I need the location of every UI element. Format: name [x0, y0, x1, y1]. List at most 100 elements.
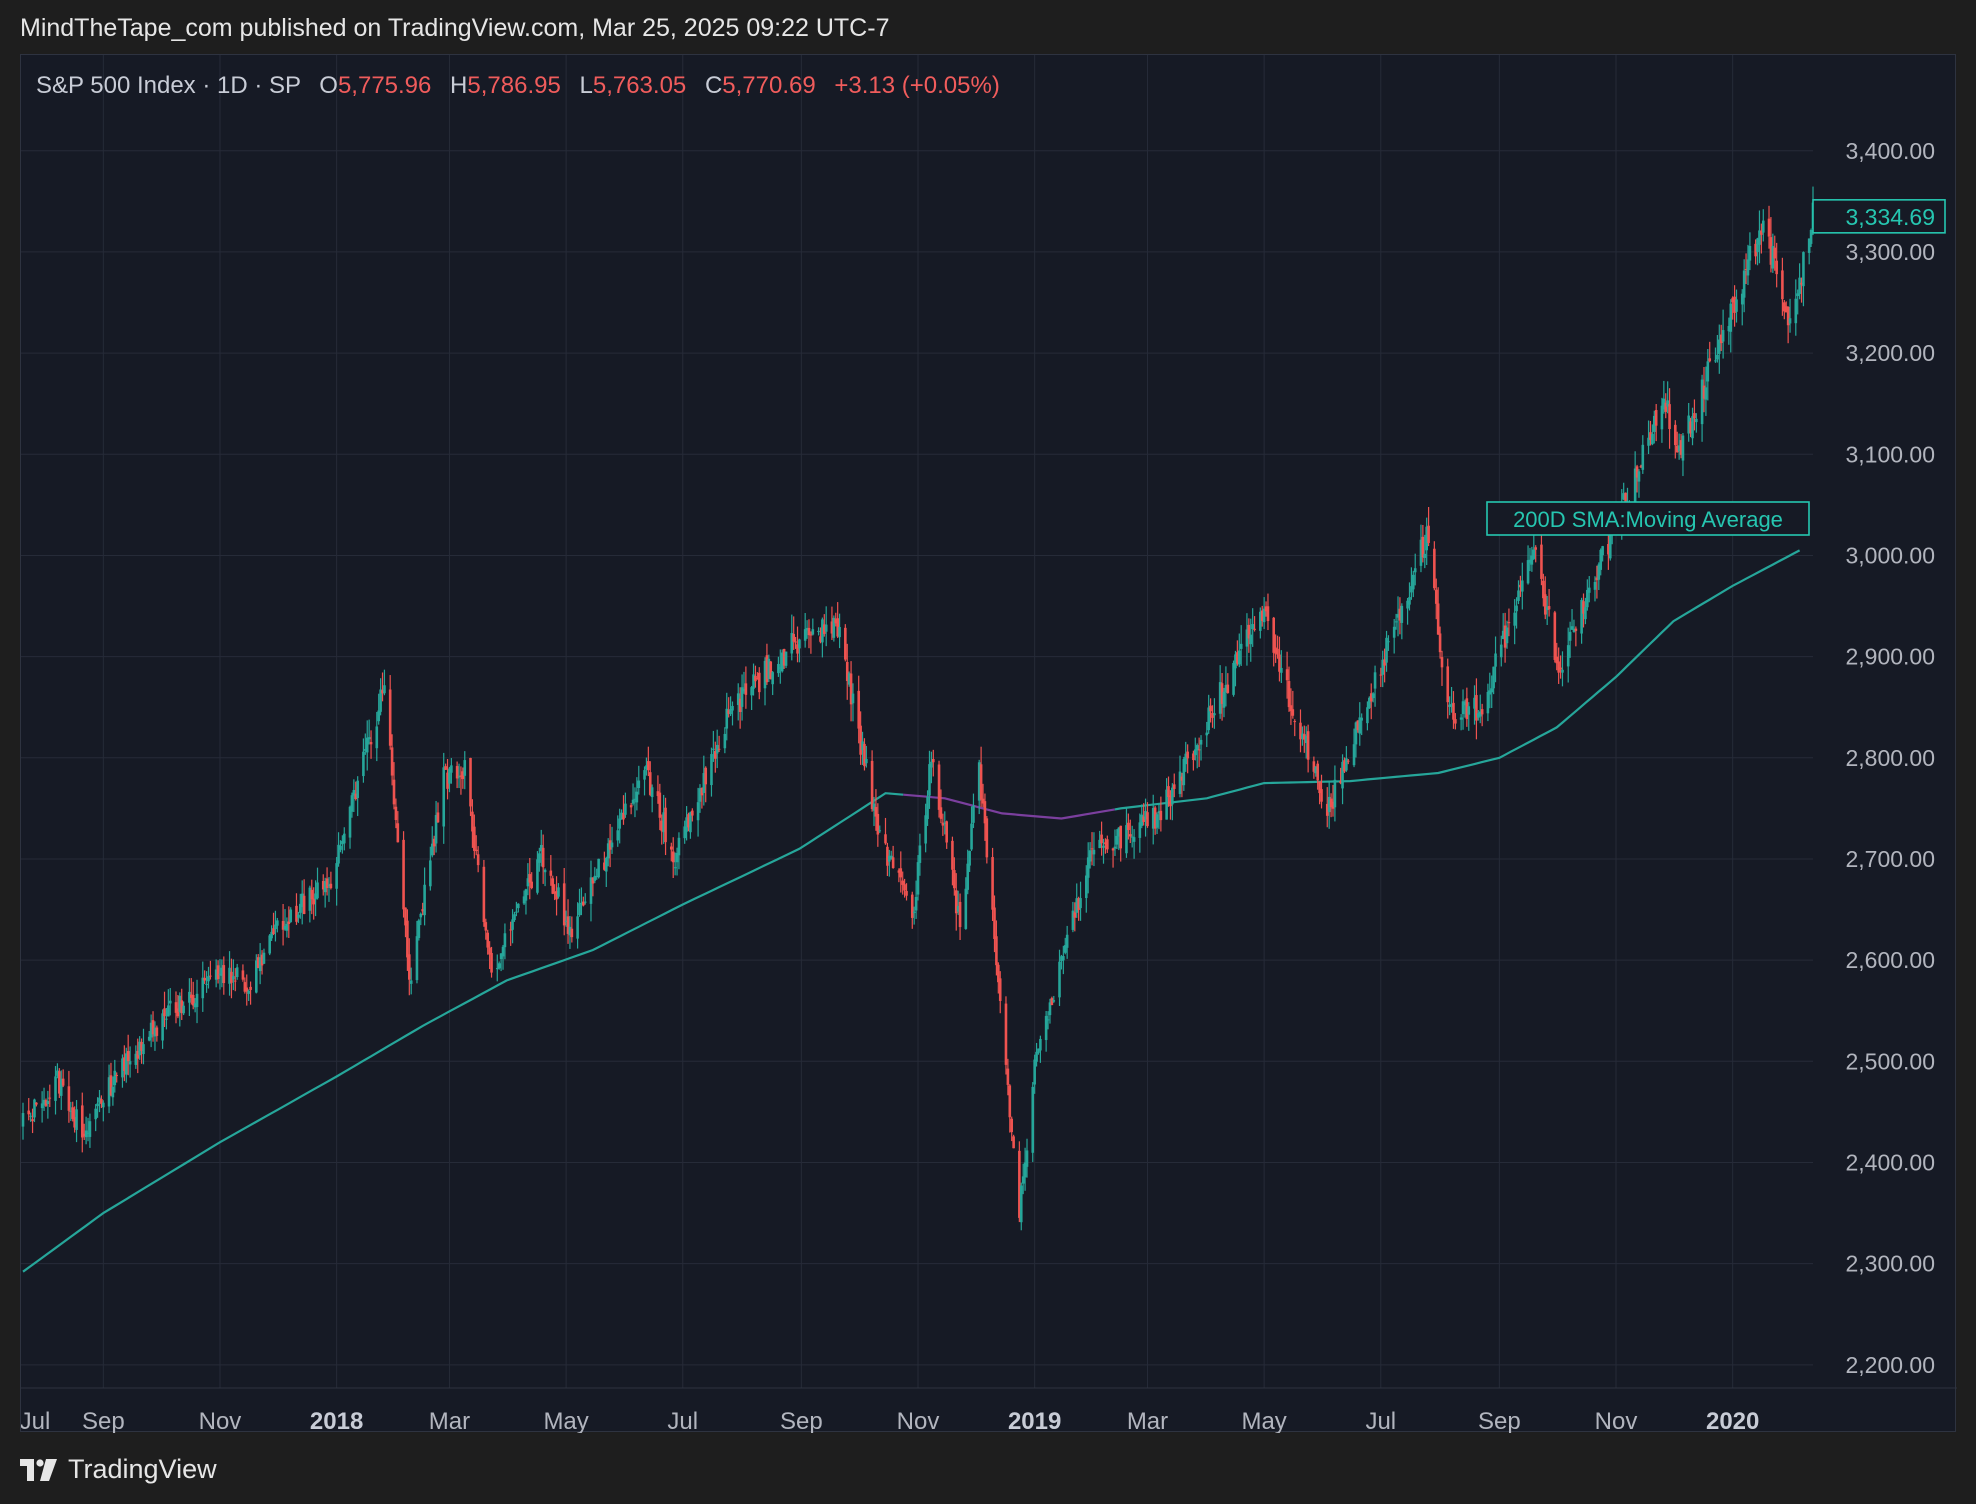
candle-body	[1031, 1086, 1035, 1153]
footer-brand[interactable]: TradingView	[20, 1454, 217, 1485]
candle-body	[631, 799, 635, 804]
candle-body	[163, 1008, 166, 1017]
candle-body	[549, 870, 553, 876]
candle-body	[1249, 634, 1253, 645]
candle-body	[1410, 586, 1413, 593]
candle-body	[1306, 731, 1310, 760]
candle-body	[134, 1053, 138, 1065]
candle-body	[1788, 318, 1792, 324]
candle-body	[1320, 789, 1323, 802]
candle-body	[725, 708, 729, 729]
candle-body	[1199, 739, 1203, 745]
candle-body	[954, 890, 958, 914]
sma-label: 200D SMA:Moving Average	[1486, 501, 1810, 536]
candle-body	[1075, 898, 1079, 913]
candle-body	[1733, 296, 1736, 313]
grid-lines	[21, 55, 1813, 1388]
x-tick-label: 2019	[1008, 1408, 1061, 1433]
candle-body	[1058, 961, 1061, 998]
candle-body	[48, 1097, 52, 1099]
candle-body	[1654, 409, 1658, 426]
candle-body	[1783, 302, 1786, 312]
candle-body	[151, 1020, 155, 1035]
candle-body	[207, 976, 210, 982]
candle-body	[729, 708, 732, 715]
candle-body	[1182, 759, 1186, 786]
candle-body	[168, 1000, 172, 1004]
candle-body	[1222, 691, 1226, 708]
candle-body	[1025, 1150, 1029, 1167]
price-chart[interactable]: 2,200.00 2,300.00 2,400.00 2,500.00 2,600.00…	[21, 55, 1957, 1433]
candle-body	[29, 1115, 32, 1117]
candle-body	[1572, 629, 1576, 632]
candle-body	[1566, 645, 1570, 667]
candle-body	[956, 905, 960, 912]
candle-body	[1475, 695, 1478, 721]
candle-body	[910, 894, 914, 918]
candle-body	[75, 1109, 78, 1130]
candle-body	[1314, 766, 1318, 774]
candle-body	[539, 844, 543, 852]
candle-body	[228, 967, 231, 984]
candle-body	[461, 771, 465, 780]
y-tick-label: 3,300.00	[1845, 239, 1935, 265]
candle-body	[98, 1097, 101, 1103]
candle-body	[1534, 547, 1538, 550]
candle-body	[260, 954, 264, 966]
last-price-tag: 3,334.69	[1812, 199, 1946, 234]
candle-body	[985, 818, 989, 858]
candle-body	[809, 634, 813, 636]
candle-body	[149, 1022, 153, 1038]
candle-body	[1345, 758, 1348, 771]
x-tick-label: Nov	[199, 1408, 242, 1433]
candle-body	[335, 863, 338, 889]
candle-body	[216, 965, 220, 980]
candle-body	[1595, 577, 1599, 581]
candle-body	[392, 779, 396, 805]
candle-body	[128, 1061, 132, 1065]
candle-body	[203, 977, 206, 981]
candle-body	[970, 823, 973, 850]
candle-body	[727, 710, 730, 714]
candle-body	[1138, 822, 1142, 838]
candle-body	[1050, 998, 1054, 1006]
candle-body	[96, 1103, 99, 1107]
candle-body	[1071, 910, 1075, 930]
candle-body	[1356, 720, 1360, 731]
candle-body	[432, 838, 436, 847]
candle-body	[740, 687, 744, 707]
footer-brand-label: TradingView	[68, 1454, 217, 1484]
candle-body	[337, 844, 340, 864]
candle-body	[1568, 631, 1572, 641]
candle-body	[1488, 690, 1492, 695]
candle-body	[419, 913, 423, 918]
candle-body	[763, 660, 767, 689]
candle-body	[576, 916, 579, 939]
candle-body	[608, 840, 612, 850]
candle-body	[1224, 685, 1228, 692]
y-tick-label: 2,500.00	[1845, 1048, 1935, 1074]
candle-body	[350, 795, 354, 812]
candle-body	[1528, 559, 1532, 563]
candle-body	[912, 911, 916, 913]
x-tick-label: May	[543, 1408, 588, 1433]
candle-body	[822, 624, 826, 634]
candle-body	[1450, 704, 1453, 707]
candle-body	[298, 903, 302, 913]
candle-body	[765, 655, 769, 683]
x-tick-label: Mar	[429, 1408, 470, 1433]
candle-body	[819, 636, 822, 642]
candle-body	[113, 1070, 117, 1086]
candle-body	[1641, 444, 1645, 470]
candle-body	[1352, 744, 1356, 766]
candle-body	[769, 661, 773, 679]
candle-body	[235, 967, 239, 978]
candle-body	[1478, 711, 1482, 717]
chart-frame[interactable]: 2,200.00 2,300.00 2,400.00 2,500.00 2,600.00…	[20, 54, 1957, 1433]
candle-body	[109, 1075, 113, 1096]
candle-body	[1341, 761, 1344, 789]
candle-body	[1668, 404, 1671, 430]
candle-body	[381, 690, 384, 694]
x-tick-label: Sep	[1478, 1408, 1521, 1433]
candle-body	[1379, 674, 1383, 676]
